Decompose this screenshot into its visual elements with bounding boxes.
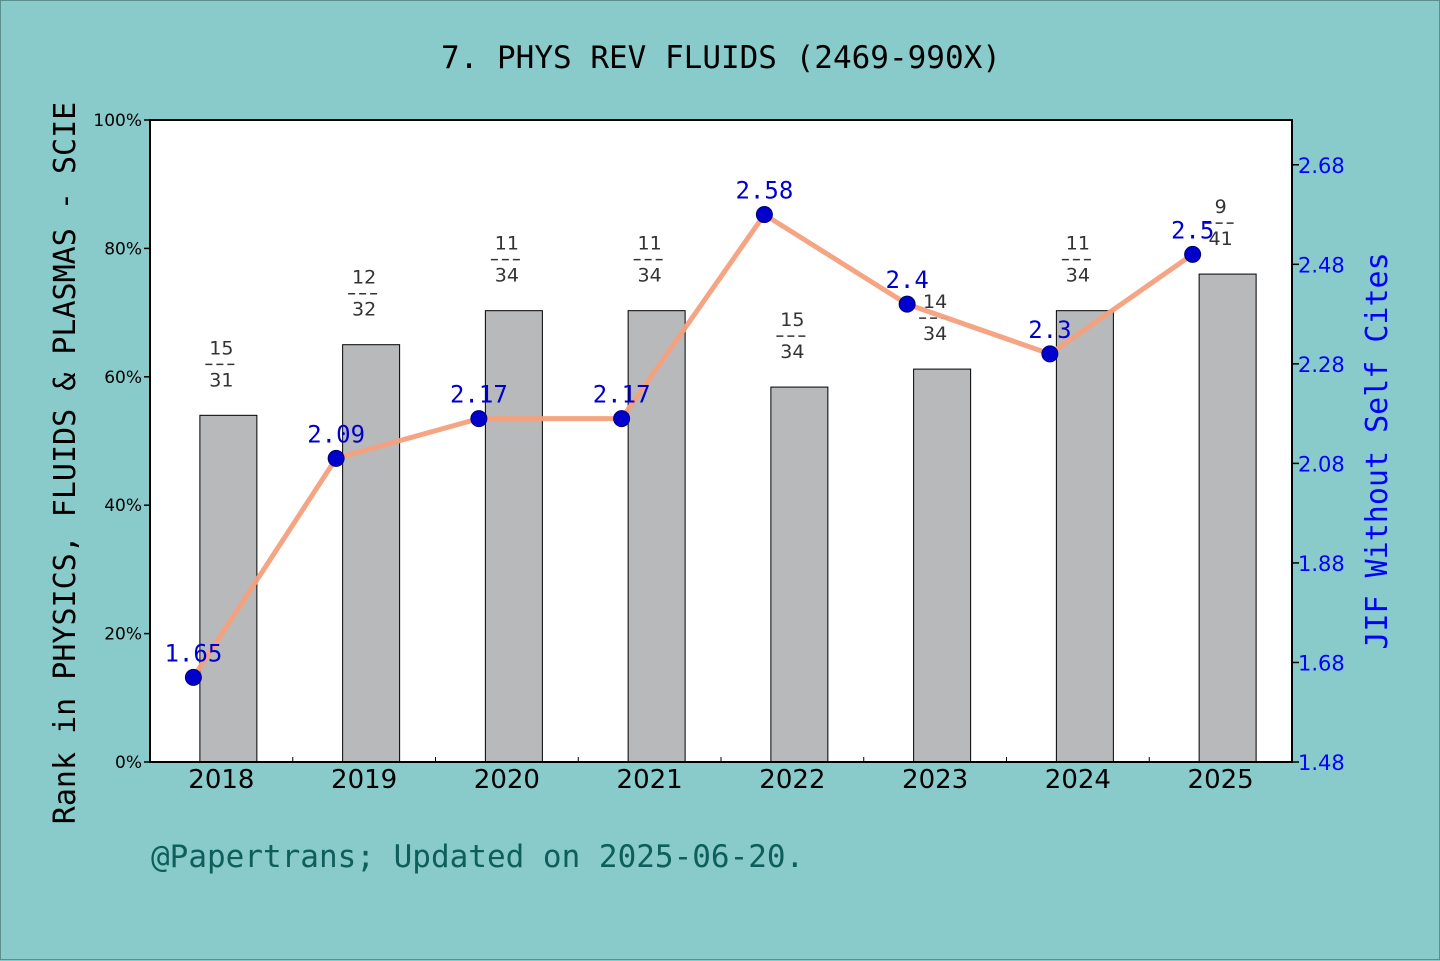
jif-label-2018: 1.65 — [164, 639, 222, 667]
jif-point-2024 — [1041, 345, 1059, 363]
y-right-tick-label: 2.28 — [1298, 353, 1345, 377]
rank-denominator-2024: 34 — [1066, 265, 1090, 287]
jif-label-2025: 2.5 — [1171, 216, 1214, 244]
x-tick-label-2022: 2022 — [759, 765, 825, 795]
jif-label-2019: 2.09 — [307, 420, 365, 448]
rank-denominator-2023: 34 — [923, 323, 947, 345]
jif-label-2021: 2.17 — [593, 381, 651, 409]
jif-point-2022 — [755, 206, 773, 224]
rank-numerator-2021: 11 — [638, 233, 662, 255]
jif-point-2023 — [898, 295, 916, 313]
rank-numerator-2025: 9 — [1215, 196, 1227, 218]
x-tick-label-2020: 2020 — [474, 765, 540, 795]
rank-numerator-2023: 14 — [923, 291, 947, 313]
x-tick-label-2018: 2018 — [188, 765, 254, 795]
bar-2025 — [1198, 273, 1257, 763]
bar-2023 — [913, 368, 972, 763]
jif-series-line — [191, 212, 1195, 679]
footer-note: @Papertrans; Updated on 2025-06-20. — [151, 839, 804, 875]
rank-numerator-2020: 11 — [495, 233, 519, 255]
jif-point-2021 — [613, 410, 631, 428]
x-tick-label-2023: 2023 — [902, 765, 968, 795]
rank-numerator-2019: 12 — [352, 267, 376, 289]
y-right-tick-label: 1.48 — [1298, 751, 1345, 775]
jif-point-2020 — [470, 410, 488, 428]
bar-2019 — [342, 344, 401, 763]
rank-denominator-2022: 34 — [780, 341, 804, 363]
y-left-tick-label: 80% — [104, 239, 142, 259]
rank-numerator-2018: 15 — [209, 337, 233, 359]
jif-point-2018 — [184, 668, 202, 686]
rank-denominator-2020: 34 — [495, 265, 519, 287]
y-right-tick-label: 2.48 — [1298, 253, 1345, 277]
bar-2021 — [627, 310, 686, 763]
y-right-tick-label: 2.08 — [1298, 452, 1345, 476]
rank-denominator-2021: 34 — [638, 265, 662, 287]
x-tick-label-2024: 2024 — [1045, 765, 1111, 795]
rank-denominator-2018: 31 — [209, 369, 233, 391]
y-left-tick-label: 40% — [104, 496, 142, 516]
y-axis-right-label: JIF Without Self Cites — [1360, 252, 1395, 649]
jif-label-2024: 2.3 — [1028, 316, 1071, 344]
jif-label-2023: 2.4 — [885, 266, 928, 294]
x-tick-label-2021: 2021 — [617, 765, 683, 795]
chart-title: 7. PHYS REV FLUIDS (2469-990X) — [441, 40, 1001, 76]
rank-numerator-2024: 11 — [1066, 233, 1090, 255]
bar-2020 — [484, 310, 543, 763]
x-tick-label-2019: 2019 — [331, 765, 397, 795]
y-left-tick-label: 20% — [104, 625, 142, 645]
y-right-tick-label: 1.68 — [1298, 651, 1345, 675]
rank-denominator-2025: 41 — [1209, 228, 1233, 250]
bar-2022 — [770, 386, 829, 763]
bar-2018 — [199, 414, 258, 763]
jif-point-2019 — [327, 449, 345, 467]
y-right-tick-label: 1.88 — [1298, 552, 1345, 576]
y-right-tick-label: 2.68 — [1298, 154, 1345, 178]
x-tick-label-2025: 2025 — [1188, 765, 1254, 795]
jif-label-2020: 2.17 — [450, 381, 508, 409]
y-left-tick-label: 0% — [115, 753, 142, 773]
rank-numerator-2022: 15 — [780, 309, 804, 331]
bar-2024 — [1055, 310, 1114, 763]
y-axis-left-label: Rank in PHYSICS, FLUIDS & PLASMAS - SCIE — [48, 102, 83, 824]
jif-label-2022: 2.58 — [735, 177, 793, 205]
rank-denominator-2019: 32 — [352, 299, 376, 321]
y-left-tick-label: 60% — [104, 368, 142, 388]
y-left-tick-label: 100% — [93, 111, 142, 131]
jif-point-2025 — [1184, 245, 1202, 263]
